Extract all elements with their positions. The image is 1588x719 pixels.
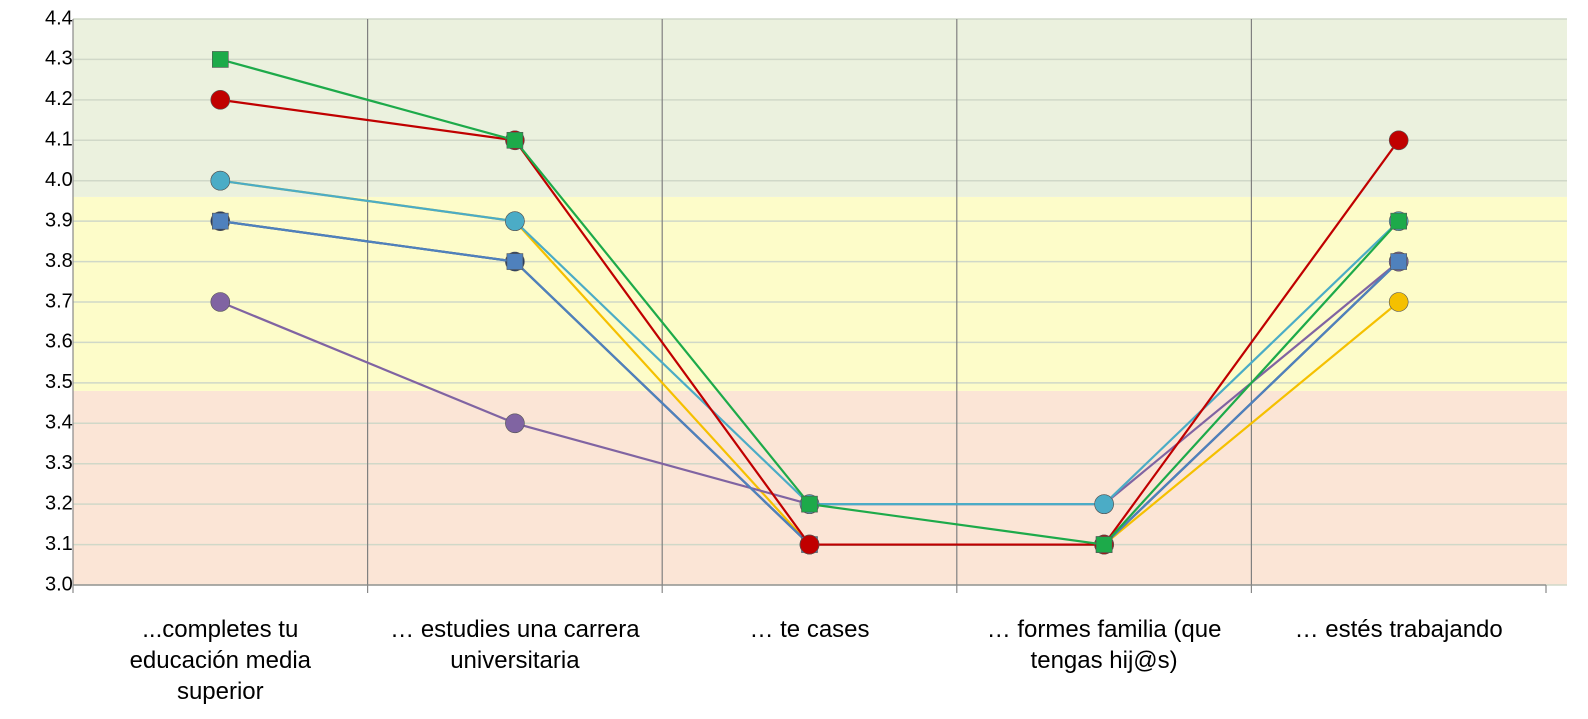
data-point	[1094, 494, 1114, 514]
data-point	[801, 495, 818, 513]
y-tick-label: 3.7	[45, 290, 73, 312]
data-point	[799, 534, 820, 555]
y-tick-label: 3.6	[45, 331, 73, 353]
background-band	[73, 19, 1567, 197]
y-tick-label: 3.2	[45, 492, 73, 514]
data-point	[1388, 130, 1409, 151]
data-point	[1390, 212, 1407, 230]
data-point	[212, 212, 229, 230]
x-tick-label: … estudies una carrera universitaria	[390, 616, 640, 674]
y-tick-label: 3.3	[45, 452, 73, 474]
x-tick-label: ...completes tu educación media superior	[129, 616, 312, 705]
y-tick-label: 3.9	[45, 209, 73, 231]
background-band	[73, 390, 1567, 585]
y-tick-label: 3.5	[45, 371, 73, 393]
background-band	[73, 196, 1567, 391]
x-tick-label: … estés trabajando	[1294, 616, 1503, 643]
data-point	[210, 170, 231, 191]
x-tick-label: … te cases	[749, 616, 870, 643]
data-point	[1388, 292, 1409, 312]
data-point	[212, 51, 229, 68]
y-tick-label: 4.4	[45, 7, 73, 29]
y-tick-label: 4.2	[45, 88, 73, 110]
data-point	[505, 211, 525, 231]
y-tick-label: 3.4	[45, 412, 73, 434]
data-point	[210, 90, 231, 110]
data-point	[506, 253, 524, 270]
data-point	[1095, 536, 1113, 553]
y-tick-label: 4.3	[45, 48, 73, 70]
data-point	[1390, 253, 1407, 270]
data-point	[210, 292, 231, 312]
y-tick-label: 4.1	[45, 129, 73, 151]
y-tick-label: 3.1	[45, 533, 73, 555]
y-tick-label: 3.0	[45, 573, 73, 595]
data-point	[506, 131, 524, 149]
x-tick-label: … formes familia (que tengas hij@s)	[986, 616, 1222, 674]
data-point	[505, 413, 525, 434]
y-tick-label: 3.8	[45, 250, 73, 272]
y-tick-label: 4.0	[45, 169, 73, 191]
